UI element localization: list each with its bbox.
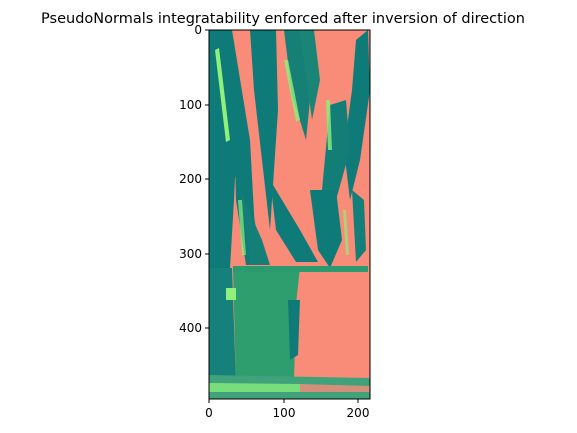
x-tick-label: 0 (205, 406, 213, 420)
y-tick-label: 300 (179, 247, 202, 261)
y-tick-label: 400 (179, 321, 202, 335)
plant-normal-map-image (209, 30, 370, 399)
y-tick-label: 100 (179, 98, 202, 112)
figure-title: PseudoNormals integratability enforced a… (41, 11, 525, 27)
y-tick-label: 0 (194, 23, 202, 37)
y-axis: 0 100 200 300 400 (179, 23, 209, 335)
x-tick-label: 100 (273, 406, 296, 420)
y-tick-label: 200 (179, 172, 202, 186)
x-tick-label: 200 (347, 406, 370, 420)
x-axis: 0 100 200 (205, 399, 369, 420)
image-axes-frame (208, 29, 371, 400)
